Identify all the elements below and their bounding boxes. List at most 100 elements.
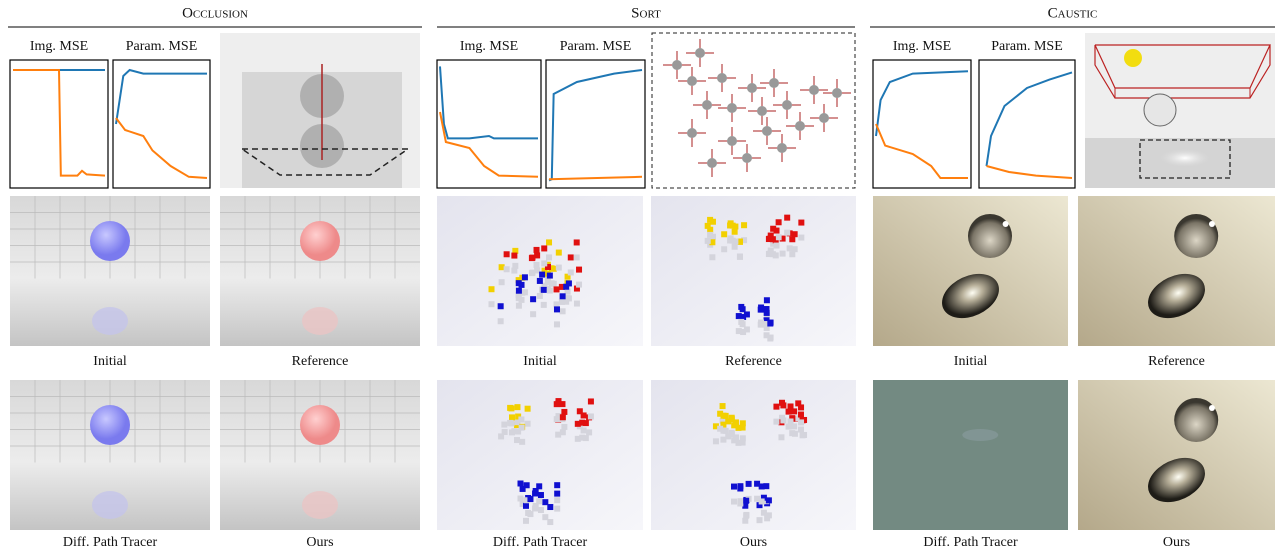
cube (534, 252, 540, 258)
cube-shadow (519, 439, 525, 445)
cube (530, 296, 536, 302)
cube-shadow (498, 433, 504, 439)
cube-shadow (568, 269, 574, 275)
cube-shadow (705, 238, 711, 244)
cube (798, 220, 804, 226)
faint-sphere (962, 429, 998, 441)
node (702, 100, 712, 110)
cube-shadow (788, 418, 794, 424)
section-title: Sort (631, 5, 661, 21)
cube-shadow (759, 498, 765, 504)
cube (554, 306, 560, 312)
cube-shadow (547, 288, 553, 294)
cube-shadow (516, 303, 522, 309)
cube-shadow (709, 254, 715, 260)
cube (507, 405, 513, 411)
node (672, 60, 682, 70)
cube-shadow (507, 420, 513, 426)
node (769, 78, 779, 88)
highlight (1209, 405, 1215, 411)
cube-shadow (737, 254, 743, 260)
cube (541, 245, 547, 251)
cube (522, 274, 528, 280)
cube (514, 404, 520, 410)
cube (539, 272, 545, 278)
cube-shadow (538, 507, 544, 513)
node (717, 73, 727, 83)
render (1078, 196, 1275, 346)
image-caption: Diff. Path Tracer (923, 535, 1018, 550)
reflection (92, 307, 128, 335)
node (695, 48, 705, 58)
render (1078, 380, 1275, 530)
render (873, 196, 1068, 346)
cube (731, 484, 737, 490)
caustic (1160, 149, 1210, 167)
cube (568, 254, 574, 260)
cube-shadow (560, 429, 566, 435)
cube-shadow (581, 427, 587, 433)
cube (786, 409, 792, 415)
cube (559, 401, 565, 407)
cube-shadow (517, 495, 523, 501)
node (757, 106, 767, 116)
plot-frame (113, 60, 210, 188)
cube-shadow (499, 279, 505, 285)
node (762, 126, 772, 136)
cube (737, 483, 743, 489)
cube-shadow (498, 318, 504, 324)
cube (764, 297, 770, 303)
cube (560, 414, 566, 420)
cube (534, 247, 540, 253)
cube-shadow (501, 422, 507, 428)
cube (740, 425, 746, 431)
cube-shadow (792, 246, 798, 252)
cube-shadow (511, 268, 517, 274)
highlight (1003, 221, 1009, 227)
cube-shadow (720, 428, 726, 434)
cube-shadow (731, 499, 737, 505)
sphere (300, 221, 340, 261)
cube (773, 404, 779, 410)
cube (721, 231, 727, 237)
cube (560, 293, 566, 299)
cube (774, 228, 780, 234)
section-title: Occlusion (182, 5, 248, 21)
sphere (1144, 94, 1176, 126)
cube (529, 255, 535, 261)
image-caption: Ours (306, 535, 333, 550)
node (782, 100, 792, 110)
cube (764, 310, 770, 316)
cube (720, 413, 726, 419)
plot-label: Img. MSE (893, 39, 951, 54)
cube-shadow (732, 244, 738, 250)
cube-shadow (784, 230, 790, 236)
cube-shadow (533, 503, 539, 509)
cube (516, 280, 522, 286)
image-caption: Diff. Path Tracer (63, 535, 158, 550)
plot-label: Img. MSE (460, 39, 518, 54)
reflection (302, 491, 338, 519)
cube (527, 496, 533, 502)
cube-shadow (547, 519, 553, 525)
plot-label: Param. MSE (126, 39, 198, 54)
cube (798, 412, 804, 418)
light (1124, 49, 1142, 67)
cube (554, 286, 560, 292)
cube (792, 231, 798, 237)
cube (524, 482, 530, 488)
cube-shadow (770, 251, 776, 257)
cube (767, 321, 773, 327)
cube-shadow (744, 326, 750, 332)
cube (489, 286, 495, 292)
cube-shadow (780, 251, 786, 257)
plot-label: Param. MSE (560, 39, 632, 54)
reflection (92, 491, 128, 519)
node (819, 113, 829, 123)
cube-shadow (522, 289, 528, 295)
cube-shadow (798, 419, 804, 425)
cube (546, 239, 552, 245)
cube (554, 491, 560, 497)
cube (509, 414, 515, 420)
cube-shadow (519, 425, 525, 431)
